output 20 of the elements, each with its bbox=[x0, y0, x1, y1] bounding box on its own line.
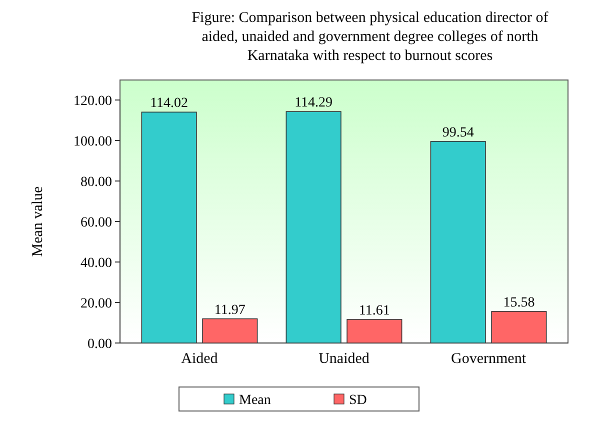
x-tick-label: Aided bbox=[181, 351, 218, 367]
data-label: 15.58 bbox=[503, 295, 535, 310]
y-tick-label: 0.00 bbox=[88, 336, 112, 352]
chart-title: Figure: Comparison between physical education director of aided, unaided and government degree colleges of north Karnataka with respect to burnout scores bbox=[192, 10, 548, 64]
y-tick-label: 60.00 bbox=[80, 215, 112, 230]
y-tick-label: 40.00 bbox=[80, 256, 112, 271]
legend-label: SD bbox=[349, 393, 367, 408]
y-tick-label: 80.00 bbox=[80, 174, 112, 190]
data-label: 114.02 bbox=[150, 96, 188, 112]
y-axis-title: Mean value bbox=[30, 186, 46, 257]
data-label: 99.54 bbox=[442, 125, 474, 140]
legend-label: Mean bbox=[239, 393, 271, 408]
data-label: 114.29 bbox=[294, 96, 333, 111]
y-tick-label: 20.00 bbox=[80, 296, 112, 312]
y-tick-label: 100.00 bbox=[74, 134, 112, 150]
data-label: 11.97 bbox=[214, 302, 246, 318]
x-tick-label: Government bbox=[451, 351, 527, 367]
y-tick-label: 120.00 bbox=[74, 94, 112, 109]
x-tick-label: Unaided bbox=[318, 351, 370, 367]
data-label: 11.61 bbox=[358, 303, 390, 318]
